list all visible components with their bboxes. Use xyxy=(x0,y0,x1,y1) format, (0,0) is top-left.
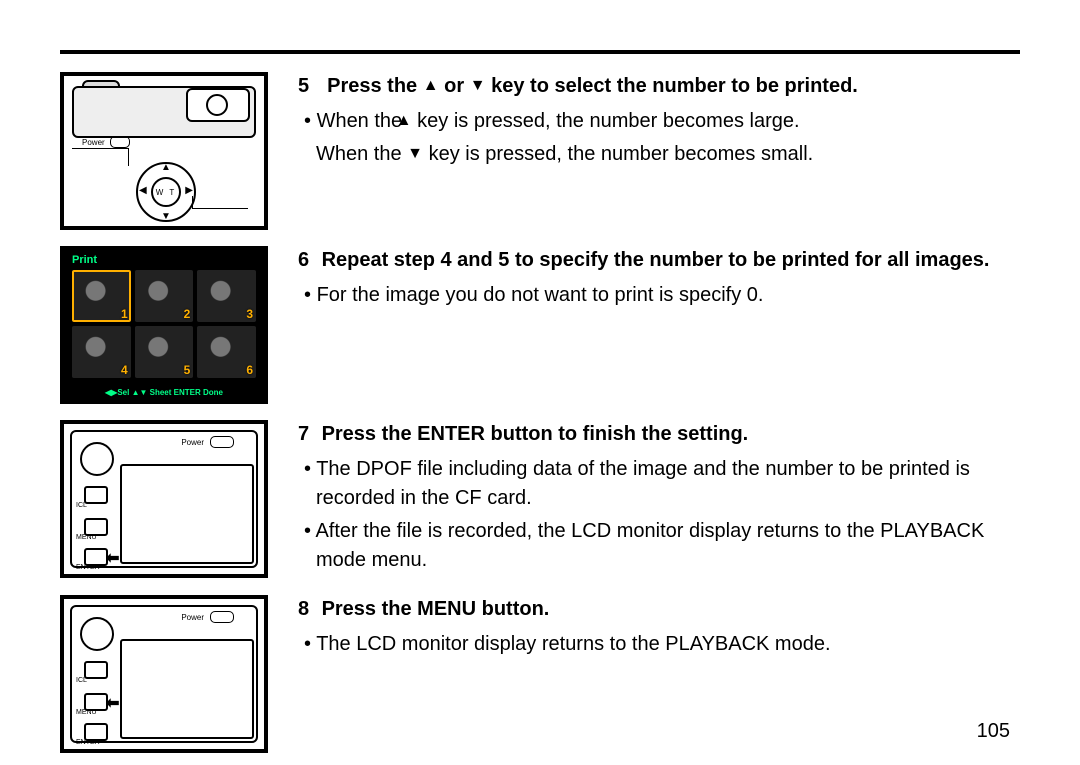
figure-2-col: Print 1 2 3 4 5 6 ◀▶Sel ▲▼ Sheet ENTER D… xyxy=(60,246,280,404)
down-triangle-icon: ▼ xyxy=(407,142,423,165)
enter-label: ENTER xyxy=(76,739,106,746)
icl-label: ICL xyxy=(76,677,106,684)
step-7-heading: 7 Press the ENTER button to finish the s… xyxy=(298,420,1020,449)
dpad-right-icon: ▶ xyxy=(185,185,193,196)
thumbnail-number: 4 xyxy=(121,363,128,377)
lcd-title: Print xyxy=(72,254,97,266)
dpad-center-label: W T xyxy=(151,177,181,207)
figure-1-col: Power W T ▲ ▼ ◀ ▶ xyxy=(60,72,280,230)
step-8-text: 8 Press the MENU button. The LCD monitor… xyxy=(298,595,1020,663)
menu-label: MENU xyxy=(76,534,106,541)
thumbnail: 6 xyxy=(197,326,256,378)
step-5-b1-pre: When the xyxy=(317,110,408,132)
lcd-outline-icon xyxy=(120,464,254,564)
down-triangle-icon: ▼ xyxy=(470,74,486,97)
step-5-bullet-1: When the ▲ key is pressed, the number be… xyxy=(298,107,1020,136)
figure-lcd-print: Print 1 2 3 4 5 6 ◀▶Sel ▲▼ Sheet ENTER D… xyxy=(60,246,268,404)
thumbnail: 3 xyxy=(197,270,256,322)
power-button-icon xyxy=(110,136,130,148)
lcd-outline-icon xyxy=(120,639,254,739)
thumbnail-number: 2 xyxy=(184,307,191,321)
enter-label: ENTER xyxy=(76,564,106,571)
step-6-head: Repeat step 4 and 5 to specify the numbe… xyxy=(322,249,990,271)
dpad-icon: W T ▲ ▼ ◀ ▶ xyxy=(136,162,196,222)
power-button-icon xyxy=(210,611,234,623)
mode-dial-icon xyxy=(80,617,114,651)
step-8-bullet-1: The LCD monitor display returns to the P… xyxy=(298,630,1020,659)
thumbnail-number: 1 xyxy=(121,307,128,321)
step-5-heading: 5 Press the ▲ or ▼ key to select the num… xyxy=(298,72,1020,101)
thumbnail: 2 xyxy=(135,270,194,322)
step-5-b2-post: key is pressed, the number becomes small… xyxy=(429,143,814,165)
power-label: Power xyxy=(82,138,105,147)
row-step-6: Print 1 2 3 4 5 6 ◀▶Sel ▲▼ Sheet ENTER D… xyxy=(60,246,1020,404)
step-5-head-mid: or xyxy=(444,75,470,97)
thumbnail: 1 xyxy=(72,270,131,322)
step-5-b1-post: key is pressed, the number becomes large… xyxy=(417,110,799,132)
dpad-down-icon: ▼ xyxy=(161,211,171,222)
step-6-heading: 6 Repeat step 4 and 5 to specify the num… xyxy=(298,246,1020,275)
step-5-head-post: key to select the number to be printed. xyxy=(491,75,858,97)
figure-4-col: Power ICL MENU ENTER ⬅ xyxy=(60,595,280,753)
lcd-footer: ◀▶Sel ▲▼ Sheet ENTER Done xyxy=(64,388,264,397)
step-7-number: 7 xyxy=(298,420,316,449)
row-step-5: Power W T ▲ ▼ ◀ ▶ xyxy=(60,72,1020,230)
thumbnail: 4 xyxy=(72,326,131,378)
step-6-number: 6 xyxy=(298,246,316,275)
figure-camera-top: Power W T ▲ ▼ ◀ ▶ xyxy=(60,72,268,230)
step-6-text: 6 Repeat step 4 and 5 to specify the num… xyxy=(298,246,1020,314)
step-8-head: Press the MENU button. xyxy=(322,598,550,620)
row-step-8: Power ICL MENU ENTER ⬅ 8 Press the MENU … xyxy=(60,595,1020,753)
lcd-thumbnail-grid: 1 2 3 4 5 6 xyxy=(72,270,256,378)
step-7-text: 7 Press the ENTER button to finish the s… xyxy=(298,420,1020,579)
highlight-arrow-icon: ⬅ xyxy=(106,693,119,713)
step-8-number: 8 xyxy=(298,595,316,624)
icl-label: ICL xyxy=(76,502,106,509)
step-5-text: 5 Press the ▲ or ▼ key to select the num… xyxy=(298,72,1020,173)
thumbnail-number: 3 xyxy=(246,307,253,321)
power-button-icon xyxy=(210,436,234,448)
dpad-up-icon: ▲ xyxy=(161,162,171,173)
content: Power W T ▲ ▼ ◀ ▶ xyxy=(60,72,1020,765)
up-triangle-icon: ▲ xyxy=(423,74,439,97)
figure-camera-back-menu: Power ICL MENU ENTER ⬅ xyxy=(60,595,268,753)
power-label: Power xyxy=(181,438,204,447)
manual-page: Power W T ▲ ▼ ◀ ▶ xyxy=(0,0,1080,765)
power-label: Power xyxy=(181,613,204,622)
thumbnail-number: 5 xyxy=(184,363,191,377)
figure-camera-back-enter: Power ICL MENU ENTER ⬅ xyxy=(60,420,268,578)
mode-dial-icon xyxy=(80,442,114,476)
step-7-head: Press the ENTER button to finish the set… xyxy=(322,423,749,445)
thumbnail: 5 xyxy=(135,326,194,378)
up-triangle-icon: ▲ xyxy=(408,109,412,132)
page-number: 105 xyxy=(977,720,1010,743)
row-step-7: Power ICL MENU ENTER ⬅ 7 Press the ENTER… xyxy=(60,420,1020,579)
top-rule xyxy=(60,50,1020,54)
step-7-bullet-1: The DPOF file including data of the imag… xyxy=(298,455,1020,513)
highlight-arrow-icon: ⬅ xyxy=(106,548,119,568)
thumbnail-number: 6 xyxy=(246,363,253,377)
step-5-number: 5 xyxy=(298,72,316,101)
step-5-bullet-2: When the ▼ key is pressed, the number be… xyxy=(298,140,1020,169)
menu-label: MENU xyxy=(76,709,106,716)
dpad-left-icon: ◀ xyxy=(139,185,147,196)
step-5-head-pre: Press the xyxy=(327,75,423,97)
step-6-bullet-1: For the image you do not want to print i… xyxy=(298,281,1020,310)
step-7-bullet-2: After the file is recorded, the LCD moni… xyxy=(298,517,1020,575)
step-5-b2-pre: When the xyxy=(316,143,407,165)
figure-3-col: Power ICL MENU ENTER ⬅ xyxy=(60,420,280,578)
step-8-heading: 8 Press the MENU button. xyxy=(298,595,1020,624)
